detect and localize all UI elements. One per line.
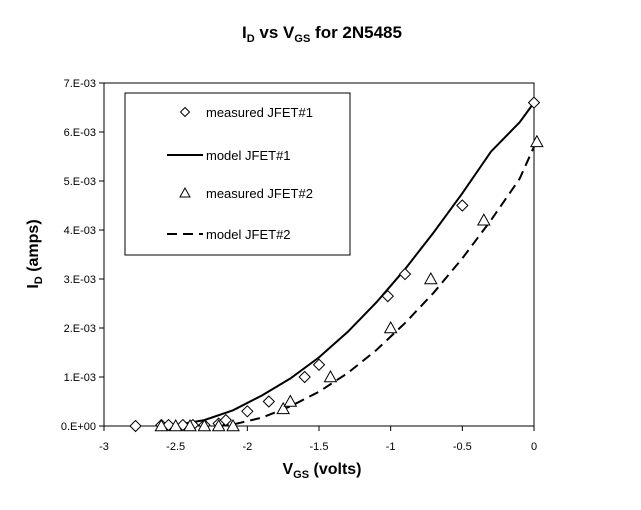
marker-measured-jfet2 [276, 401, 291, 415]
legend-label: model JFET#2 [206, 227, 291, 242]
x-tick-label: -2 [242, 441, 252, 453]
marker-measured-jfet2 [183, 418, 197, 432]
xlabel-sub: GS [293, 469, 309, 481]
y-tick-label: 1.E-03 [64, 372, 96, 384]
title-sub2: GS [294, 33, 310, 45]
legend-marker-diamond [179, 106, 191, 118]
ylabel-main: I [25, 284, 42, 288]
xlabel-main: V [282, 461, 293, 478]
axis-ticks: -3 -2.5 -2 -1.5 -1 -0.5 0 0.E+00 1.E-03 2.E-03 3.E… [61, 78, 537, 453]
marker-measured-jfet2 [283, 394, 298, 407]
y-tick-label: 4.E-03 [64, 225, 96, 237]
legend-label: measured JFET#1 [206, 105, 313, 120]
ylabel-tail: (amps) [25, 219, 42, 276]
marker-measured-jfet2 [211, 418, 226, 432]
x-tick-label: -0.5 [453, 441, 472, 453]
y-tick-label: 2.E-03 [64, 323, 96, 335]
marker-measured-jfet2 [383, 320, 398, 334]
marker-measured-jfet2 [154, 418, 169, 432]
title-tail: for 2N5485 [310, 23, 402, 42]
title-main: I [242, 23, 247, 42]
marker-measured-jfet2 [323, 369, 338, 383]
legend-marker-triangle [179, 186, 191, 198]
legend: measured JFET#1 model JFET#1 measured JFET… [167, 105, 313, 242]
marker-measured-jfet1 [129, 419, 142, 433]
x-tick-label: -3 [99, 441, 109, 453]
marker-measured-jfet1 [381, 289, 395, 303]
y-tick-label: 5.E-03 [64, 176, 96, 188]
x-tick-label: -1.5 [310, 441, 329, 453]
marker-measured-jfet2 [226, 418, 240, 432]
marker-measured-jfet2 [423, 271, 438, 285]
marker-measured-jfet1 [219, 413, 233, 427]
y-tick-label: 7.E-03 [64, 78, 96, 90]
marker-measured-jfet1 [456, 199, 469, 212]
series-line-model-jfet2 [218, 146, 535, 427]
y-tick-label: 3.E-03 [64, 274, 96, 286]
series-line-model-jfet1 [161, 102, 535, 427]
marker-measured-jfet1 [262, 395, 276, 408]
title-sub1: D [247, 33, 255, 45]
legend-label: model JFET#1 [206, 148, 291, 163]
marker-measured-jfet2 [197, 418, 212, 432]
xlabel-tail: (volts) [309, 461, 361, 478]
marker-measured-jfet2 [530, 134, 544, 148]
marker-measured-jfet1 [241, 405, 254, 418]
y-tick-label: 0.E+00 [61, 421, 96, 433]
title-mid: vs V [255, 23, 295, 42]
marker-measured-jfet1 [298, 370, 311, 384]
marker-measured-jfet1 [527, 96, 541, 109]
marker-measured-jfet2 [476, 213, 491, 226]
x-tick-label: -2.5 [166, 441, 185, 453]
marker-measured-jfet1 [312, 358, 326, 371]
chart-title: ID vs VGS for 2N5485 [242, 23, 402, 45]
ylabel-sub: D [33, 276, 45, 284]
marker-measured-jfet1 [398, 267, 412, 281]
marker-measured-jfet2 [168, 418, 183, 432]
x-tick-label: 0 [531, 441, 537, 453]
y-axis-label: ID (amps) [25, 219, 45, 288]
legend-box [124, 92, 351, 256]
x-tick-label: -1 [386, 441, 396, 453]
y-tick-label: 6.E-03 [64, 127, 96, 139]
legend-label: measured JFET#2 [206, 186, 313, 201]
series-layer [129, 96, 544, 433]
x-axis-label: VGS (volts) [282, 461, 361, 481]
